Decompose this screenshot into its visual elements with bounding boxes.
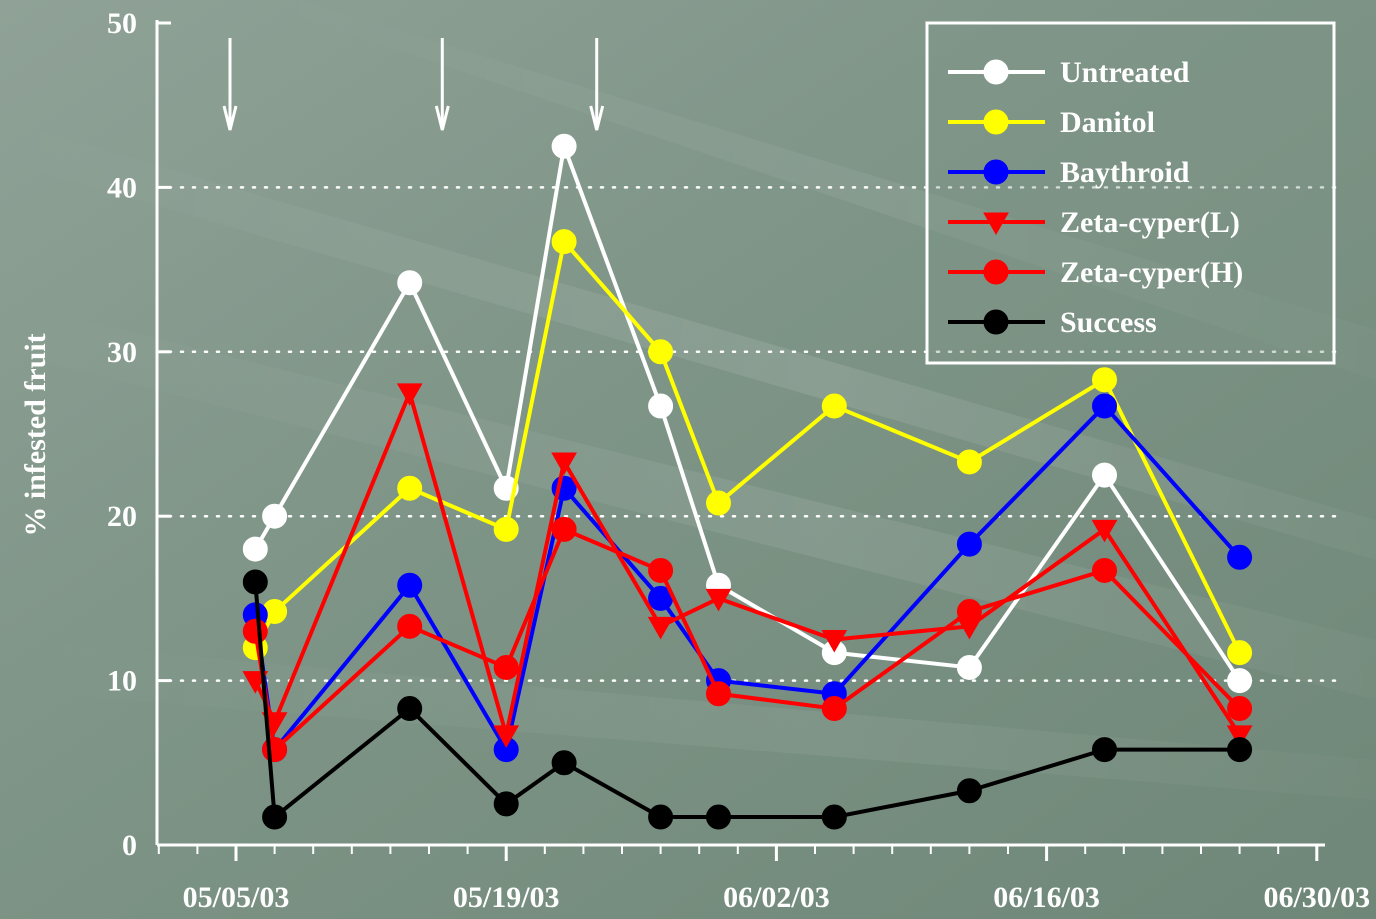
data-point-zeta-cyper-h <box>551 516 577 542</box>
data-point-danitol <box>821 393 847 419</box>
data-point-zeta-cyper-h <box>706 681 731 707</box>
data-point-zeta-cyper-h <box>648 557 674 583</box>
data-point-danitol <box>397 475 423 501</box>
data-point-untreated <box>956 654 982 680</box>
data-point-danitol <box>493 516 519 542</box>
legend-label: Baythroid <box>1060 156 1190 189</box>
data-point-zeta-cyper-h <box>1092 557 1117 583</box>
series-danitol <box>242 229 1253 666</box>
data-point-danitol <box>1227 640 1253 666</box>
y-axis-title: % infested fruit <box>19 333 52 536</box>
data-point-zeta-cyper-l <box>1091 519 1118 543</box>
data-point-zeta-cyper-l <box>647 616 674 640</box>
y-axis-label: % infested fruit <box>19 333 52 536</box>
legend-item-zeta-cyper-h: Zeta-cyper(H) <box>948 256 1243 289</box>
data-point-baythroid <box>397 572 423 598</box>
y-tick-label: 20 <box>107 500 137 533</box>
series-untreated <box>242 133 1253 694</box>
data-point-untreated <box>551 133 577 159</box>
x-tick-label: 05/19/03 <box>453 881 560 914</box>
data-point-success <box>1092 737 1117 763</box>
y-tick-label: 30 <box>107 336 137 369</box>
legend-marker <box>983 259 1009 285</box>
application-arrows <box>222 38 605 131</box>
gridlines <box>155 186 1342 682</box>
data-point-zeta-cyper-h <box>262 737 288 763</box>
data-point-zeta-cyper-h <box>242 618 268 644</box>
data-point-zeta-cyper-l <box>821 630 848 653</box>
data-point-success <box>493 791 519 817</box>
data-point-success <box>551 750 577 776</box>
data-point-baythroid <box>1227 544 1253 570</box>
data-point-zeta-cyper-h <box>397 613 423 639</box>
legend-label: Zeta-cyper(H) <box>1060 256 1243 289</box>
data-point-success <box>706 804 731 830</box>
legend-marker <box>983 109 1009 135</box>
y-tick-label: 0 <box>122 829 137 862</box>
legend-label: Danitol <box>1060 106 1155 139</box>
data-point-danitol <box>956 449 982 475</box>
legend-label: Untreated <box>1060 56 1190 89</box>
data-point-danitol <box>648 339 674 365</box>
application-arrow-head <box>589 105 605 131</box>
data-point-untreated <box>648 393 674 419</box>
data-point-zeta-cyper-h <box>493 654 519 680</box>
legend-marker <box>983 309 1009 335</box>
legend-item-danitol: Danitol <box>948 106 1155 139</box>
data-point-success <box>956 778 982 804</box>
y-tick-label: 40 <box>107 171 137 204</box>
data-point-zeta-cyper-h <box>956 599 982 625</box>
data-point-success <box>1227 737 1253 763</box>
data-point-danitol <box>706 490 731 516</box>
application-arrow-head <box>434 105 450 131</box>
data-point-success <box>397 696 423 722</box>
data-point-zeta-cyper-h <box>821 696 847 722</box>
series-layer <box>242 133 1253 830</box>
data-point-success <box>242 569 268 595</box>
data-point-zeta-cyper-l <box>493 725 520 748</box>
legend-item-success: Success <box>948 306 1157 339</box>
data-point-zeta-cyper-l <box>705 588 732 612</box>
axes: 0 10 20 30 40 50 05/05/03 05/19/03 06/02/03 06/16… <box>107 7 1370 914</box>
data-point-success <box>821 804 847 830</box>
x-tick-label: 06/16/03 <box>993 881 1100 914</box>
legend-item-baythroid: Baythroid <box>948 156 1190 189</box>
x-tick-label: 06/02/03 <box>723 881 830 914</box>
data-point-untreated <box>1227 668 1253 694</box>
x-tick-label: 06/30/03 <box>1263 881 1370 914</box>
legend-label: Zeta-cyper(L) <box>1060 206 1240 239</box>
data-point-danitol <box>1092 367 1117 393</box>
data-point-untreated <box>242 536 268 562</box>
data-point-untreated <box>1092 462 1117 488</box>
y-tick-label: 50 <box>107 7 137 40</box>
data-point-danitol <box>551 229 577 255</box>
series-zeta-cyper-l <box>242 383 1253 748</box>
legend-item-zeta-cyper-l: Zeta-cyper(L) <box>948 206 1240 239</box>
data-point-success <box>648 804 674 830</box>
data-point-zeta-cyper-l <box>396 383 423 406</box>
series-zeta-cyper-h <box>242 516 1253 763</box>
legend-label: Success <box>1060 306 1157 339</box>
data-point-zeta-cyper-h <box>1227 696 1253 722</box>
data-point-untreated <box>397 270 423 296</box>
data-point-zeta-cyper-l <box>1226 725 1253 748</box>
series-success <box>242 569 1253 830</box>
y-tick-label: 10 <box>107 665 137 698</box>
legend: Untreated Danitol Baythroid Zeta-cyper(L) Ze… <box>925 21 1336 365</box>
legend-marker <box>983 159 1009 185</box>
data-point-untreated <box>262 503 288 529</box>
x-tick-label: 05/05/03 <box>183 881 290 914</box>
data-point-baythroid <box>956 531 982 557</box>
data-point-baythroid <box>1092 393 1117 419</box>
legend-marker <box>983 59 1009 85</box>
legend-marker <box>983 212 1009 236</box>
application-arrow-head <box>222 105 238 131</box>
data-point-zeta-cyper-l <box>551 452 577 475</box>
data-point-success <box>262 804 288 830</box>
legend-item-untreated: Untreated <box>948 56 1190 89</box>
